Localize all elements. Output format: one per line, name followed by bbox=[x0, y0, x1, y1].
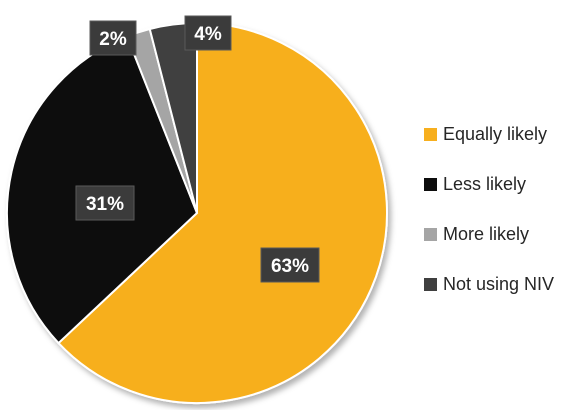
legend-swatch bbox=[424, 227, 437, 241]
legend-label: Equally likely bbox=[443, 123, 548, 144]
legend-item-less-likely: Less likely bbox=[424, 172, 554, 196]
data-label: 63% bbox=[260, 247, 320, 283]
data-label-box bbox=[184, 15, 232, 51]
legend-swatch bbox=[424, 177, 437, 191]
data-label-text: 63% bbox=[271, 256, 309, 277]
data-label-text: 2% bbox=[99, 29, 127, 50]
legend-item-equally-likely: Equally likely bbox=[424, 122, 554, 146]
legend-swatch bbox=[424, 127, 437, 141]
data-label-text: 4% bbox=[194, 24, 222, 45]
legend-swatch bbox=[424, 277, 437, 291]
legend-label: Less likely bbox=[443, 173, 527, 194]
legend-label: More likely bbox=[443, 223, 530, 244]
legend-item-not-using-niv: Not using NIV bbox=[424, 272, 554, 296]
data-label-box bbox=[89, 20, 137, 56]
data-label: 31% bbox=[75, 185, 135, 221]
legend-label: Not using NIV bbox=[443, 273, 555, 294]
data-label-box bbox=[260, 247, 320, 283]
legend-item-more-likely: More likely bbox=[424, 222, 554, 246]
legend: Equally likely Less likely More likely N… bbox=[424, 122, 554, 322]
pie-slice-equally-likely bbox=[57, 21, 388, 404]
data-label-text: 31% bbox=[86, 194, 124, 215]
data-label: 2% bbox=[89, 20, 137, 56]
data-label-box bbox=[75, 185, 135, 221]
data-label: 4% bbox=[184, 15, 232, 51]
